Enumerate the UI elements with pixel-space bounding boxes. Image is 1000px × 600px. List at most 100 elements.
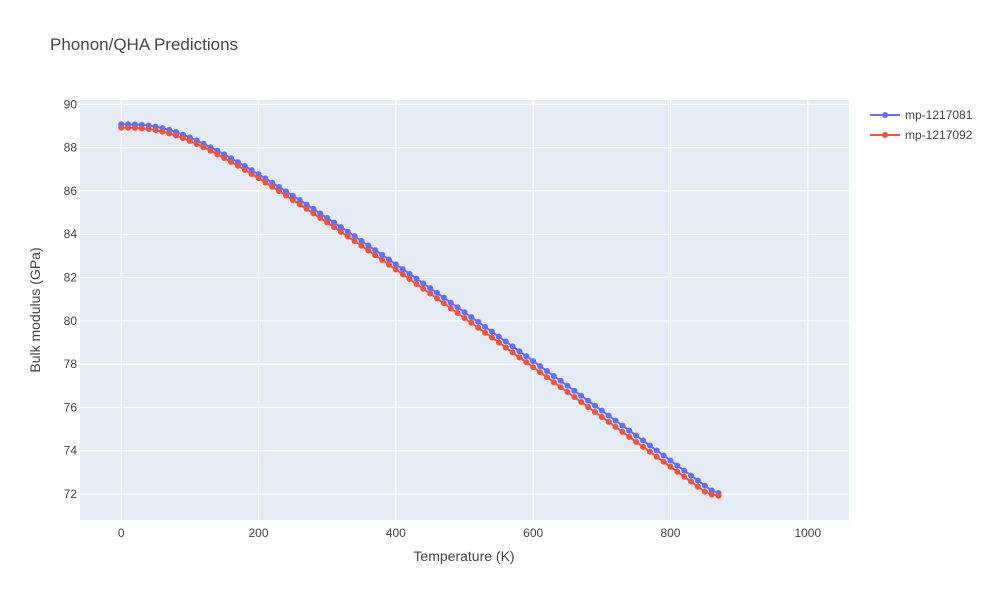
y-tick-label: 80 xyxy=(64,314,78,328)
legend-marker xyxy=(882,112,888,118)
data-point xyxy=(351,233,358,240)
legend-marker xyxy=(882,132,888,138)
data-point xyxy=(468,314,475,321)
data-point xyxy=(640,437,647,444)
data-point xyxy=(653,453,660,460)
data-point xyxy=(591,402,598,409)
data-point xyxy=(282,188,289,195)
data-point xyxy=(262,175,269,182)
y-tick-label: 74 xyxy=(64,444,78,458)
data-point xyxy=(228,158,235,165)
data-point xyxy=(681,467,688,474)
data-point xyxy=(365,247,372,254)
data-point xyxy=(674,468,681,475)
data-point xyxy=(324,219,331,226)
data-point xyxy=(461,309,468,316)
data-point xyxy=(557,377,564,384)
data-point xyxy=(241,166,248,173)
data-point xyxy=(276,188,283,195)
data-point xyxy=(585,403,592,410)
data-point xyxy=(310,205,317,212)
data-point xyxy=(646,442,653,449)
data-point xyxy=(358,237,365,244)
data-point xyxy=(454,304,461,311)
data-point xyxy=(269,179,276,186)
data-point xyxy=(186,137,193,144)
data-point xyxy=(550,379,557,386)
data-point xyxy=(447,299,454,306)
y-tick-labels: 72 74 76 78 80 82 84 86 88 90 xyxy=(64,97,78,501)
data-point xyxy=(392,266,399,273)
data-point xyxy=(701,482,708,489)
data-point xyxy=(427,290,434,297)
data-point xyxy=(173,132,180,139)
data-point xyxy=(420,280,427,287)
data-point xyxy=(200,144,207,151)
data-point xyxy=(317,210,324,217)
data-point xyxy=(660,452,667,459)
y-tick-label: 78 xyxy=(64,357,78,371)
data-point xyxy=(660,458,667,465)
data-point xyxy=(179,135,186,142)
data-point xyxy=(509,349,516,356)
y-tick-label: 72 xyxy=(64,487,78,501)
data-point xyxy=(564,389,571,396)
data-point xyxy=(502,344,509,351)
x-tick-label: 600 xyxy=(523,526,543,540)
data-point xyxy=(379,251,386,258)
data-point xyxy=(488,334,495,341)
data-point xyxy=(674,462,681,469)
data-point xyxy=(688,472,695,479)
data-point xyxy=(543,368,550,375)
y-tick-label: 88 xyxy=(64,141,78,155)
data-point xyxy=(276,184,283,191)
data-point xyxy=(701,488,708,495)
data-point xyxy=(434,295,441,302)
data-point xyxy=(385,261,392,268)
data-point xyxy=(633,438,640,445)
y-tick-label: 86 xyxy=(64,184,78,198)
x-tick-label: 0 xyxy=(118,526,125,540)
data-point xyxy=(221,155,228,162)
data-point xyxy=(138,125,145,132)
data-point xyxy=(537,363,544,370)
data-point xyxy=(633,432,640,439)
data-point xyxy=(509,343,516,350)
data-point xyxy=(598,413,605,420)
data-point xyxy=(564,382,571,389)
data-point xyxy=(571,387,578,394)
y-tick-label: 84 xyxy=(64,227,78,241)
data-point xyxy=(434,289,441,296)
data-point xyxy=(694,483,701,490)
data-point xyxy=(482,323,489,330)
data-point xyxy=(475,318,482,325)
data-point xyxy=(440,300,447,307)
data-point xyxy=(468,319,475,326)
data-point xyxy=(537,369,544,376)
data-point xyxy=(605,418,612,425)
data-point xyxy=(516,354,523,361)
data-point xyxy=(530,358,537,365)
data-point xyxy=(269,183,276,190)
legend-item[interactable]: mp-1217081 xyxy=(870,108,973,122)
data-point xyxy=(324,214,331,221)
data-point xyxy=(399,266,406,273)
data-point xyxy=(351,238,358,245)
data-point xyxy=(125,124,132,131)
data-point xyxy=(495,339,502,346)
data-point xyxy=(159,128,166,135)
chart-title: Phonon/QHA Predictions xyxy=(50,35,238,54)
data-point xyxy=(502,338,509,345)
data-point xyxy=(420,285,427,292)
data-point xyxy=(646,448,653,455)
data-point xyxy=(214,151,221,158)
y-tick-label: 76 xyxy=(64,400,78,414)
data-point xyxy=(516,348,523,355)
data-point xyxy=(619,428,626,435)
data-point xyxy=(681,473,688,480)
data-point xyxy=(694,477,701,484)
data-point xyxy=(131,124,138,131)
legend-item[interactable]: mp-1217092 xyxy=(870,128,973,142)
data-point xyxy=(372,247,379,254)
data-point xyxy=(289,197,296,204)
